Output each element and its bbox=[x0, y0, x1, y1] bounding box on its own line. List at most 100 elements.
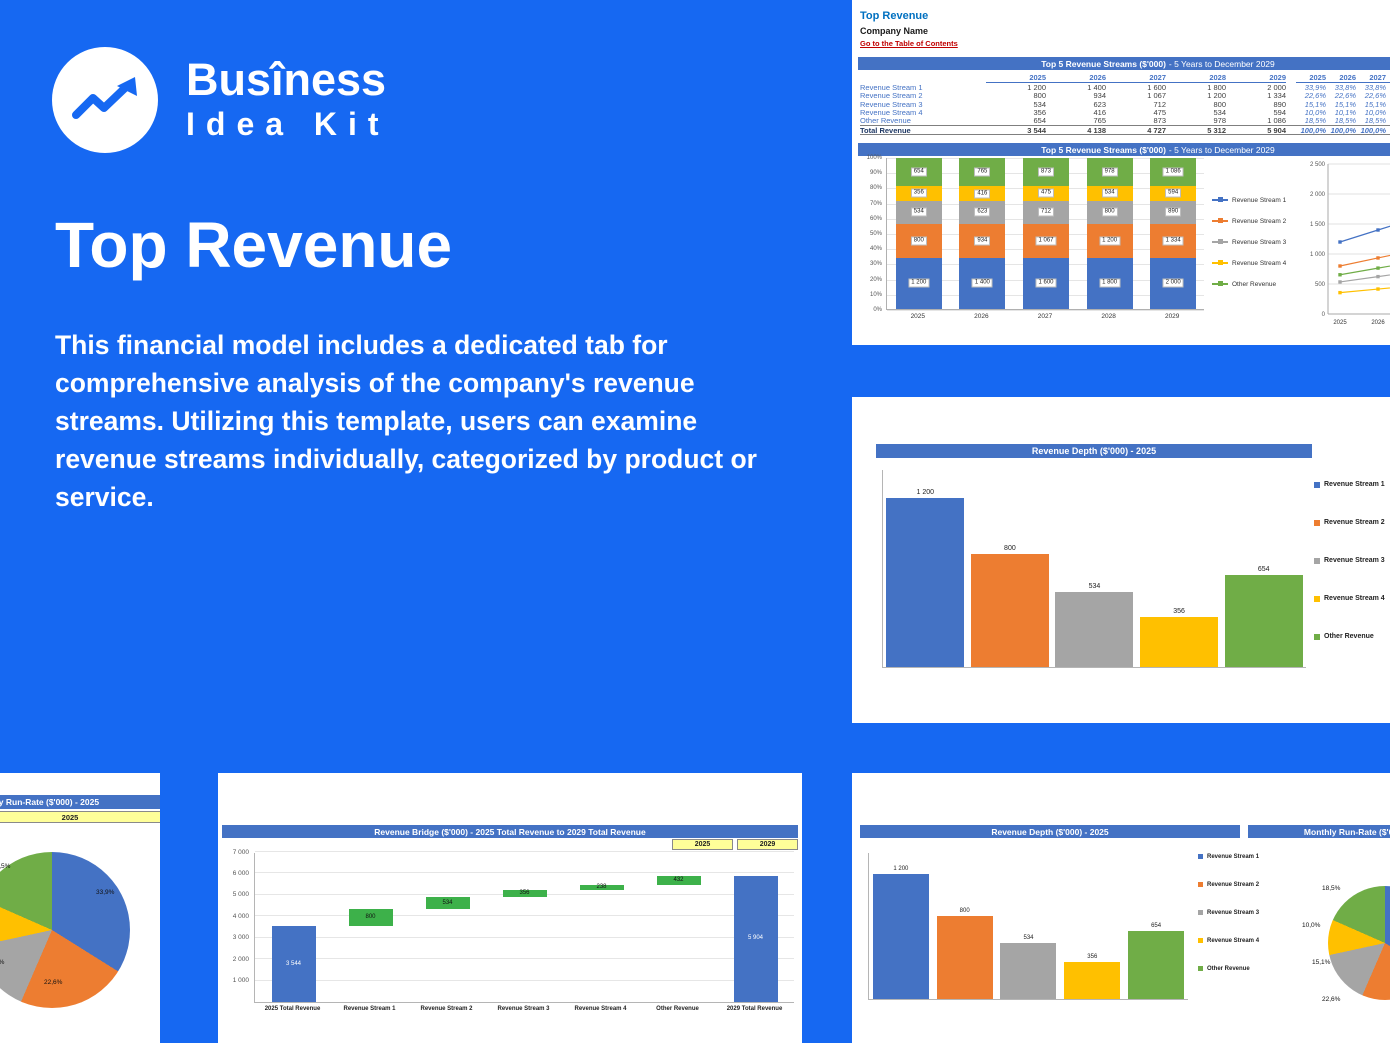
waterfall-total-bar bbox=[271, 926, 316, 1002]
segment-value-label: 1 067 bbox=[1035, 236, 1057, 246]
bar-segment: 1 200 bbox=[1086, 223, 1133, 258]
gridline bbox=[887, 310, 1204, 311]
depth-bar: 654 bbox=[1224, 566, 1303, 667]
stacked-bar: 1 800 1 200 800 534 978 bbox=[1086, 158, 1133, 309]
company-name: Company Name bbox=[860, 26, 929, 36]
depth-bar: 1 200 bbox=[886, 489, 965, 667]
combo-runrate-title-bar: Monthly Run-Rate ($'000) - 2025 bbox=[1248, 825, 1390, 838]
pct-cell: 18,5% bbox=[1304, 116, 1326, 126]
segment-value-label: 1 200 bbox=[1099, 236, 1121, 246]
page-description: This financial model includes a dedicate… bbox=[55, 330, 757, 512]
bridge-title-bar: Revenue Bridge ($'000) - 2025 Total Reve… bbox=[222, 825, 798, 838]
segment-value-label: 1 334 bbox=[1162, 236, 1184, 246]
bar-value-label: 654 bbox=[1151, 922, 1162, 929]
x-axis-label: Other Revenue bbox=[656, 1006, 699, 1012]
bar-value-label: 5 904 bbox=[747, 935, 763, 942]
legend-item: Revenue Stream 2 bbox=[1198, 881, 1259, 888]
bridge-waterfall-chart: 3 544 800 534 356 238 432 5 904 bbox=[254, 851, 794, 1003]
runrate-title-bar: Monthly Run-Rate ($'000) - 2025 bbox=[0, 795, 160, 809]
waterfall-increase-bar bbox=[579, 884, 624, 890]
depth-bar: 1 200 bbox=[872, 866, 929, 999]
y-axis-label: 2 000 bbox=[232, 955, 249, 963]
row-label-cell: Other Revenue bbox=[860, 116, 911, 126]
legend-label: Revenue Stream 4 bbox=[1324, 595, 1385, 602]
panel-revenue-depth: Revenue Depth ($'000) - 2025 1 200 800 534… bbox=[852, 397, 1390, 723]
row-label-cell: Revenue Stream 1 bbox=[860, 83, 923, 92]
legend-marker-square bbox=[1217, 281, 1223, 287]
bar-segment: 890 bbox=[1150, 201, 1197, 224]
table-gap bbox=[1286, 117, 1296, 125]
bridge-year-to-selector[interactable]: 2029 bbox=[737, 839, 798, 850]
bar-segment: 1 600 bbox=[1023, 257, 1069, 309]
legend-marker-square bbox=[1217, 197, 1223, 203]
bar-value-label: 800 bbox=[1004, 545, 1016, 553]
total-label-cell: Total Revenue bbox=[860, 126, 911, 136]
bar-value-label: 654 bbox=[1257, 565, 1270, 573]
table-gap bbox=[1286, 84, 1296, 92]
legend-marker bbox=[1212, 260, 1228, 266]
pie-slice-label: 10,0% bbox=[1302, 922, 1321, 929]
legend-label: Revenue Stream 1 bbox=[1232, 196, 1287, 204]
gridline bbox=[255, 936, 794, 938]
x-axis-label: 2025 Total Revenue bbox=[264, 1006, 321, 1012]
value-cell: 800 bbox=[1213, 99, 1226, 109]
segment-value-label: 1 200 bbox=[908, 278, 930, 288]
value-cell: 534 bbox=[1213, 107, 1226, 117]
legend-item: Other Revenue bbox=[1212, 279, 1296, 289]
y-axis-label: 7 000 bbox=[232, 848, 249, 856]
bridge-year-from-selector[interactable]: 2025 bbox=[672, 839, 733, 850]
pct-year-header-cell: 2028 bbox=[1386, 73, 1390, 83]
total-value-cell: 3 544 bbox=[1027, 126, 1046, 136]
pct-cell: 33,8% bbox=[1334, 83, 1356, 92]
pct-cell: 10,0% bbox=[1364, 107, 1386, 117]
bar-value-label: 356 bbox=[1087, 953, 1098, 960]
table-gap bbox=[1286, 126, 1296, 134]
bar-segment: 934 bbox=[959, 223, 1006, 258]
legend-marker bbox=[1212, 197, 1228, 203]
legend-item: Revenue Stream 4 bbox=[1314, 595, 1385, 602]
year-selector-cell[interactable]: 2025 bbox=[0, 811, 160, 823]
bar-value-label: 356 bbox=[519, 890, 530, 897]
toc-link[interactable]: Go to the Table of Contents bbox=[860, 39, 958, 48]
stacked-x-axis: 2025 2026 2027 2028 2029 bbox=[886, 313, 1204, 323]
value-cell: 890 bbox=[1273, 99, 1286, 109]
pct-year-header-cell: 2025 bbox=[1296, 73, 1326, 83]
bar-segment: 1 400 bbox=[959, 257, 1006, 309]
segment-value-label: 934 bbox=[974, 236, 991, 246]
legend-marker bbox=[1198, 854, 1203, 859]
value-cell: 934 bbox=[1093, 91, 1106, 101]
bar-segment: 712 bbox=[1023, 201, 1069, 224]
combo-depth-title-bar: Revenue Depth ($'000) - 2025 bbox=[860, 825, 1240, 838]
pct-cell: 22,6% bbox=[1386, 92, 1390, 100]
panel-depth-runrate-combo: Revenue Depth ($'000) - 2025 Monthly Run… bbox=[852, 773, 1390, 1043]
row-label-cell: Revenue Stream 3 bbox=[860, 99, 923, 109]
value-cell: 1 334 bbox=[1267, 91, 1286, 101]
depth-bar-chart: 1 200 800 534 356 654 bbox=[882, 470, 1306, 668]
value-cell: 1 086 bbox=[1267, 116, 1286, 126]
bar-value-label: 356 bbox=[1173, 607, 1185, 615]
legend-marker bbox=[1212, 218, 1228, 224]
segment-value-label: 594 bbox=[1165, 188, 1182, 198]
legend-item: Revenue Stream 1 bbox=[1198, 853, 1259, 860]
bar-segment: 534 bbox=[895, 201, 942, 224]
depth-bar: 356 bbox=[1064, 954, 1121, 999]
bar-segment: 873 bbox=[1023, 158, 1069, 186]
legend-item: Revenue Stream 4 bbox=[1212, 258, 1296, 268]
legend-label: Other Revenue bbox=[1232, 280, 1277, 288]
pct-cell: 15,1% bbox=[1304, 99, 1326, 109]
brand-name-line2: Idea Kit bbox=[186, 106, 390, 142]
segment-value-label: 765 bbox=[974, 167, 991, 177]
bar-segment: 800 bbox=[1086, 201, 1133, 224]
bar-segment: 2 000 bbox=[1150, 257, 1197, 309]
legend-marker bbox=[1212, 281, 1228, 287]
bar-segment: 1 086 bbox=[1150, 158, 1197, 186]
pct-cell: 22,6% bbox=[1364, 91, 1386, 101]
stacked-plot-area: 1 200 800 534 356 654 1 400 934 623 416 765 1 600 1… bbox=[886, 158, 1204, 311]
legend-marker-square bbox=[1217, 239, 1223, 245]
stacked-bar: 1 600 1 067 712 475 873 bbox=[1023, 158, 1069, 309]
x-axis-label: 2025 bbox=[910, 313, 926, 320]
pct-cell: 10,1% bbox=[1386, 109, 1390, 117]
y-axis-label: 10% bbox=[869, 291, 882, 298]
bridge-y-axis: 7 000 6 000 5 000 4 000 3 000 2 000 1 000 bbox=[218, 848, 252, 1003]
chart-title-sub: - 5 Years to December 2029 bbox=[1168, 144, 1275, 155]
